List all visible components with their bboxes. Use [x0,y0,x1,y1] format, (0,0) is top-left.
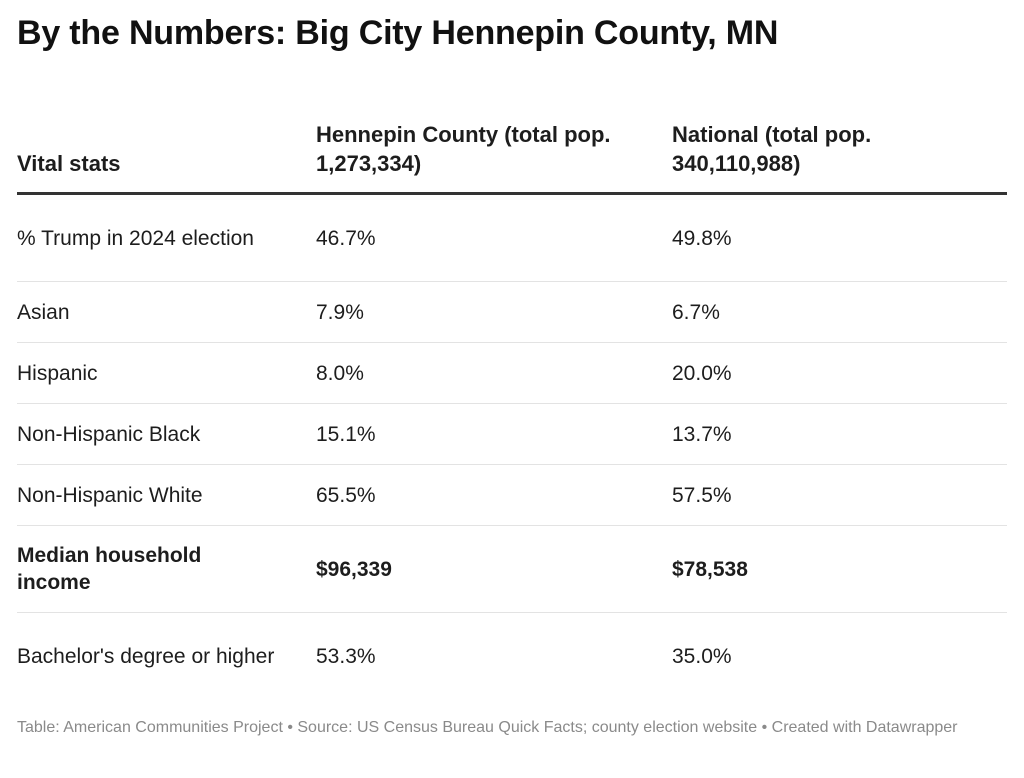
column-header-national: National (total pop. 340,110,988) [672,98,1007,195]
county-value: 7.9% [316,281,672,343]
county-value: 46.7% [316,193,672,282]
source-footer: Table: American Communities Project • So… [17,719,958,736]
column-header-hennepin-county: Hennepin County (total pop. 1,273,334) [316,98,672,195]
national-value: 20.0% [672,342,1007,404]
national-value: 57.5% [672,464,1007,526]
national-value: 13.7% [672,403,1007,465]
national-value: 35.0% [672,645,732,669]
row-label: Hispanic [17,342,316,404]
table-body: % Trump in 2024 election 46.7% 49.8% Asi… [17,193,1007,701]
national-value: 49.8% [672,193,1007,282]
row-label: Bachelor's degree or higher [17,645,275,669]
column-header-vital-stats: Vital stats [17,98,316,195]
table-row: Hispanic 8.0% 20.0% [17,342,1007,404]
national-value: $78,538 [672,525,1007,613]
county-value: 53.3% [316,645,376,669]
row-label: Asian [17,281,316,343]
table-row: Median household income $96,339 $78,538 [17,525,1007,613]
county-value: 8.0% [316,342,672,404]
table-row: Non-Hispanic White 65.5% 57.5% [17,464,1007,526]
data-table: Vital stats Hennepin County (total pop. … [17,98,1007,701]
row-label: Median household income [17,525,316,613]
row-label: Non-Hispanic Black [17,403,316,465]
table-row: Non-Hispanic Black 15.1% 13.7% [17,403,1007,465]
table-row: Bachelor's degree or higher 53.3% 35.0% [17,613,1007,701]
row-label: % Trump in 2024 election [17,193,316,282]
table-header: Vital stats Hennepin County (total pop. … [17,98,1007,195]
table-row: % Trump in 2024 election 46.7% 49.8% [17,193,1007,282]
row-label: Non-Hispanic White [17,464,316,526]
header-row: Vital stats Hennepin County (total pop. … [17,98,1007,195]
county-value: 15.1% [316,403,672,465]
chart-title: By the Numbers: Big City Hennepin County… [17,14,779,52]
county-value: $96,339 [316,525,672,613]
table-row: Asian 7.9% 6.7% [17,281,1007,343]
county-value: 65.5% [316,464,672,526]
national-value: 6.7% [672,281,1007,343]
